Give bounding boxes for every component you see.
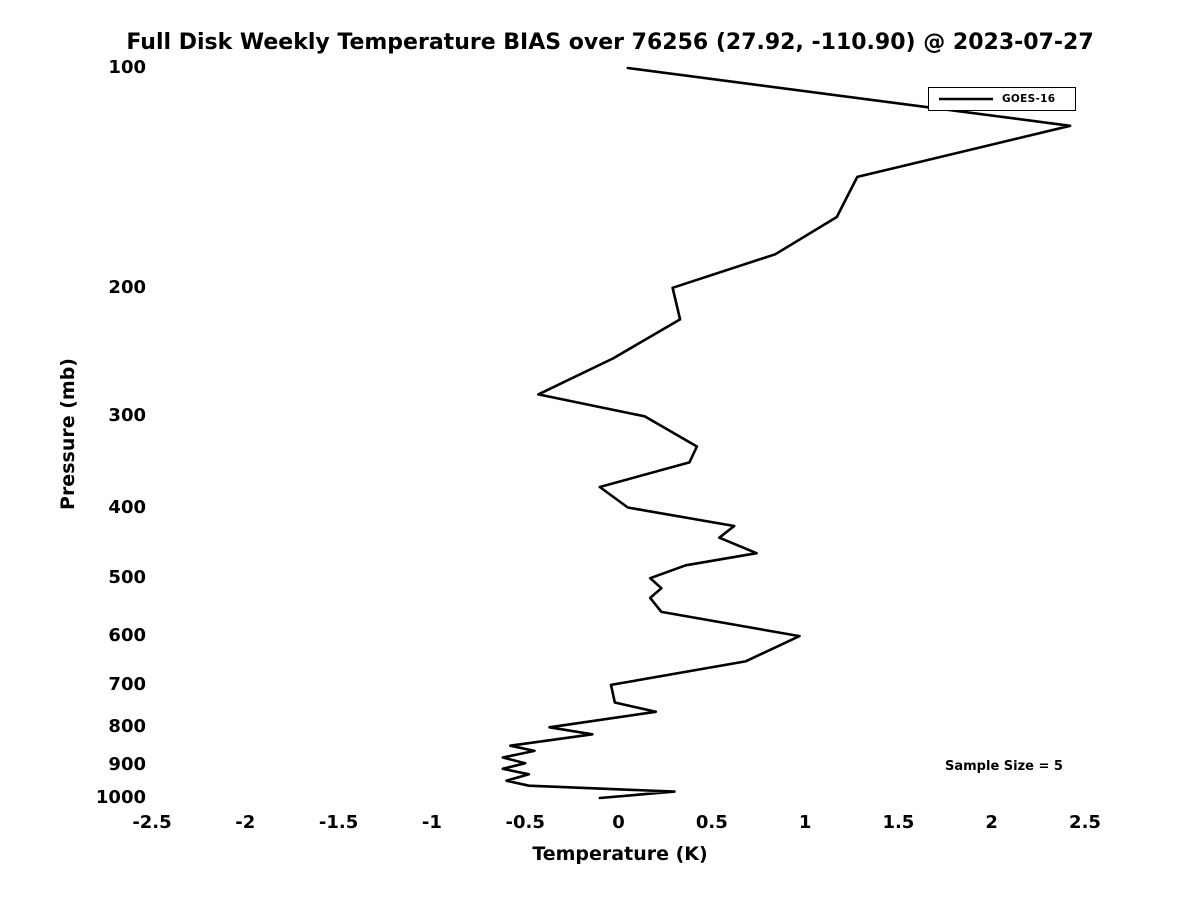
chart-title: Full Disk Weekly Temperature BIAS over 7… — [126, 30, 1094, 55]
y-tick-label: 100 — [108, 57, 146, 78]
x-tick-label: 2 — [985, 812, 998, 833]
x-axis-label: Temperature (K) — [532, 843, 708, 865]
x-tick-label: 1 — [798, 812, 812, 833]
x-tick-label: 2.5 — [1069, 812, 1101, 833]
x-tick-label: -2 — [235, 812, 256, 833]
legend-label: GOES-16 — [1002, 93, 1056, 105]
x-tick-label: 0.5 — [695, 812, 728, 833]
y-tick-label: 800 — [108, 716, 146, 738]
y-tick-label: 300 — [108, 405, 146, 427]
x-tick-label: 0 — [612, 812, 625, 833]
y-tick-label: 1000 — [95, 787, 146, 808]
x-tick-label: -1 — [421, 812, 442, 833]
y-tick-label: 500 — [108, 567, 146, 589]
y-tick-label: 600 — [108, 625, 146, 647]
y-tick-label: 400 — [108, 496, 146, 518]
x-tick-label: -0.5 — [505, 812, 545, 833]
y-tick-label: 200 — [108, 276, 146, 298]
y-tick-label: 700 — [108, 673, 146, 695]
x-tick-label: -1.5 — [318, 812, 359, 833]
y-tick-label: 900 — [108, 753, 146, 775]
goes16-bias-line — [501, 66, 1072, 800]
legend-line-sample-icon — [939, 97, 993, 101]
x-tick-label: -2.5 — [132, 812, 172, 833]
sample-size-annotation: Sample Size = 5 — [945, 759, 1063, 774]
legend: GOES-16 — [928, 87, 1076, 111]
x-tick-label: 1.5 — [882, 812, 915, 833]
